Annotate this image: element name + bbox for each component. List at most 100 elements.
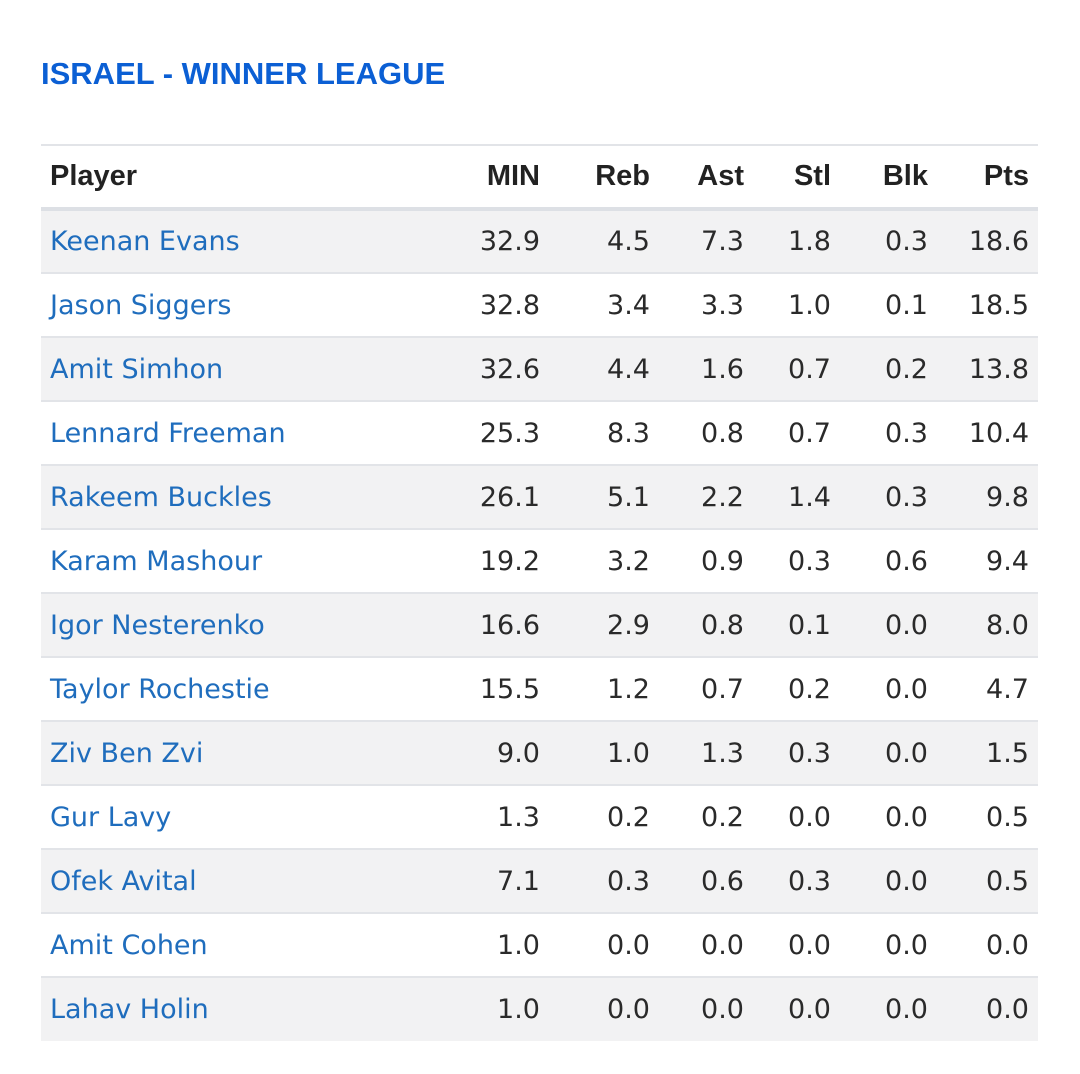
cell-min: 1.0	[497, 929, 540, 961]
table-row: Lennard Freeman 25.3 8.3 0.8 0.7 0.3 10.4	[41, 401, 1038, 465]
cell-ast: 0.9	[701, 545, 744, 577]
player-link[interactable]: Amit Simhon	[50, 353, 224, 385]
cell-stl: 0.3	[788, 737, 831, 769]
cell-blk: 0.0	[885, 994, 928, 1025]
cell-ast: 1.6	[701, 353, 744, 385]
cell-blk: 0.3	[885, 417, 928, 449]
cell-stl: 0.0	[788, 994, 831, 1025]
cell-reb: 5.1	[607, 481, 650, 513]
column-header-player[interactable]: Player	[50, 160, 138, 192]
cell-ast: 3.3	[701, 289, 744, 321]
player-link[interactable]: Karam Mashour	[50, 545, 263, 577]
cell-stl: 1.4	[788, 481, 831, 513]
cell-pts: 13.8	[968, 353, 1029, 385]
player-link[interactable]: Ziv Ben Zvi	[50, 737, 204, 769]
cell-reb: 0.2	[607, 801, 650, 833]
cell-pts: 0.0	[986, 994, 1029, 1025]
cell-pts: 9.8	[986, 481, 1029, 513]
table-row: Ofek Avital 7.1 0.3 0.6 0.3 0.0 0.5	[41, 849, 1038, 913]
table-row: Rakeem Buckles 26.1 5.1 2.2 1.4 0.3 9.8	[41, 465, 1038, 529]
cell-player: Keenan Evans	[41, 209, 466, 273]
cell-min: 16.6	[479, 609, 540, 641]
player-link[interactable]: Jason Siggers	[50, 289, 232, 321]
player-link[interactable]: Lennard Freeman	[50, 417, 286, 449]
cell-blk: 0.0	[885, 865, 928, 897]
cell-blk: 0.6	[885, 545, 928, 577]
cell-reb: 3.4	[607, 289, 650, 321]
cell-ast: 0.7	[701, 673, 744, 705]
player-link[interactable]: Gur Lavy	[50, 801, 172, 833]
table-body: Keenan Evans 32.9 4.5 7.3 1.8 0.3 18.6 Jason Si…	[41, 209, 1038, 1041]
column-header-reb[interactable]: Reb	[595, 160, 650, 192]
cell-reb: 0.0	[607, 929, 650, 961]
cell-reb: 0.0	[607, 994, 650, 1025]
column-header-ast[interactable]: Ast	[697, 160, 744, 192]
column-header-min[interactable]: MIN	[486, 160, 540, 192]
table-row: Karam Mashour 19.2 3.2 0.9 0.3 0.6 9.4	[41, 529, 1038, 593]
cell-stl: 0.7	[788, 353, 831, 385]
cell-stl: 0.2	[788, 673, 831, 705]
cell-blk: 0.1	[885, 289, 928, 321]
table-row: Keenan Evans 32.9 4.5 7.3 1.8 0.3 18.6	[41, 209, 1038, 273]
cell-reb: 4.4	[607, 353, 650, 385]
cell-blk: 0.2	[885, 353, 928, 385]
cell-blk: 0.0	[885, 929, 928, 961]
cell-min: 9.0	[497, 737, 540, 769]
table-row: Gur Lavy 1.3 0.2 0.2 0.0 0.0 0.5	[41, 785, 1038, 849]
cell-reb: 8.3	[607, 417, 650, 449]
column-header-pts[interactable]: Pts	[983, 160, 1029, 192]
cell-player: Ziv Ben Zvi	[41, 721, 466, 785]
player-link[interactable]: Rakeem Buckles	[50, 481, 272, 513]
cell-blk: 0.0	[885, 673, 928, 705]
cell-min: 1.3	[497, 801, 540, 833]
cell-pts: 18.5	[968, 289, 1029, 321]
cell-stl: 0.1	[788, 609, 831, 641]
cell-player: Rakeem Buckles	[41, 465, 466, 529]
column-header-blk[interactable]: Blk	[882, 160, 928, 192]
cell-stl: 0.3	[788, 865, 831, 897]
table-row: Taylor Rochestie 15.5 1.2 0.7 0.2 0.0 4.7	[41, 657, 1038, 721]
cell-reb: 1.2	[607, 673, 650, 705]
cell-player: Lennard Freeman	[41, 401, 466, 465]
cell-pts: 18.6	[968, 226, 1029, 257]
cell-blk: 0.3	[885, 481, 928, 513]
cell-pts: 4.7	[986, 673, 1029, 705]
cell-player: Amit Simhon	[41, 337, 466, 401]
cell-ast: 0.8	[701, 609, 744, 641]
cell-blk: 0.0	[885, 801, 928, 833]
cell-ast: 0.6	[701, 865, 744, 897]
cell-min: 26.1	[479, 481, 540, 513]
cell-pts: 1.5	[986, 737, 1029, 769]
cell-ast: 0.0	[701, 929, 744, 961]
cell-player: Lahav Holin	[41, 977, 466, 1041]
column-header-stl[interactable]: Stl	[793, 160, 831, 192]
cell-player: Taylor Rochestie	[41, 657, 466, 721]
player-stats-table: Player MIN Reb Ast Stl Blk Pts Keenan Ev…	[41, 144, 1038, 1041]
cell-min: 32.9	[479, 226, 540, 257]
cell-reb: 0.3	[607, 865, 650, 897]
player-link[interactable]: Ofek Avital	[50, 865, 197, 897]
cell-player: Jason Siggers	[41, 273, 466, 337]
player-link[interactable]: Lahav Holin	[50, 994, 209, 1025]
cell-min: 32.8	[479, 289, 540, 321]
cell-stl: 0.7	[788, 417, 831, 449]
cell-stl: 0.0	[788, 801, 831, 833]
cell-ast: 0.2	[701, 801, 744, 833]
cell-pts: 10.4	[968, 417, 1029, 449]
cell-ast: 1.3	[701, 737, 744, 769]
cell-player: Ofek Avital	[41, 849, 466, 913]
player-link[interactable]: Keenan Evans	[50, 226, 240, 257]
header-row: Player MIN Reb Ast Stl Blk Pts	[41, 145, 1038, 209]
player-link[interactable]: Amit Cohen	[50, 929, 208, 961]
cell-pts: 0.0	[986, 929, 1029, 961]
cell-pts: 0.5	[986, 865, 1029, 897]
cell-player: Amit Cohen	[41, 913, 466, 977]
cell-min: 1.0	[497, 994, 540, 1025]
table-row: Jason Siggers 32.8 3.4 3.3 1.0 0.1 18.5	[41, 273, 1038, 337]
player-link[interactable]: Igor Nesterenko	[50, 609, 265, 641]
cell-pts: 0.5	[986, 801, 1029, 833]
cell-reb: 2.9	[607, 609, 650, 641]
player-link[interactable]: Taylor Rochestie	[50, 673, 270, 705]
cell-blk: 0.0	[885, 737, 928, 769]
cell-min: 32.6	[479, 353, 540, 385]
